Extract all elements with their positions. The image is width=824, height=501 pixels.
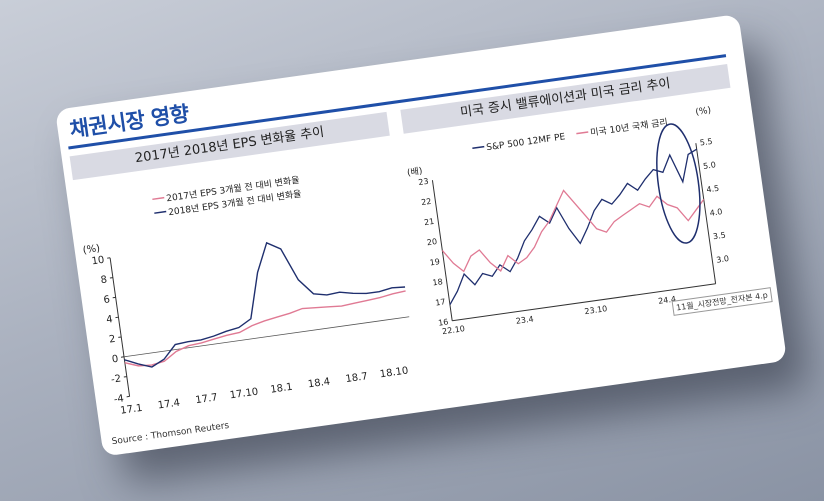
y-tick-label: 18: [432, 277, 443, 287]
y-tick-label: 16: [438, 317, 449, 327]
y-tick-label: 6: [103, 294, 111, 306]
y-axis-unit: (배): [406, 166, 423, 179]
y2-tick-label: 5.0: [703, 160, 717, 171]
y-tick-label: -2: [110, 373, 121, 385]
x-tick-label: 18.4: [307, 376, 331, 390]
zero-line: [123, 316, 410, 358]
y-tick-label: 21: [423, 217, 434, 227]
y-tick-label: 22: [421, 197, 432, 207]
series-line: [124, 241, 406, 368]
y-tick-label: 10: [91, 255, 105, 268]
x-tick-label: 23.4: [515, 314, 534, 325]
x-tick-label: 18.1: [270, 382, 294, 396]
legend-swatch: [576, 131, 589, 135]
y2-tick-label: 4.5: [706, 184, 720, 195]
legend-label: 미국 10년 국채 금리: [590, 117, 669, 139]
series-line: [449, 148, 698, 306]
x-tick-label: 18.7: [345, 371, 369, 385]
x-tick-label: 24.4: [658, 294, 677, 305]
y-axis-unit: (%): [82, 243, 101, 256]
y2-tick-label: 3.5: [712, 231, 726, 242]
highlight-ellipse: [656, 123, 701, 244]
y2-axis: [695, 143, 717, 284]
x-axis: [452, 283, 716, 322]
legend-swatch: [154, 210, 167, 214]
legend-swatch: [472, 145, 485, 150]
y-tick-label: 2: [108, 334, 116, 346]
x-tick-label: 17.10: [229, 387, 259, 402]
series-line: [441, 189, 705, 273]
y2-tick-label: 4.0: [709, 207, 723, 218]
x-tick-label: 23.10: [584, 304, 608, 316]
legend-swatch: [152, 196, 165, 201]
x-tick-label: 17.7: [195, 392, 219, 406]
x-tick-label: 22.10: [442, 324, 466, 336]
y-tick-label: 23: [418, 177, 429, 187]
y-tick-label: 20: [426, 237, 437, 247]
legend-label: S&P 500 12MF PE: [486, 132, 566, 153]
y-tick-label: 8: [100, 274, 108, 286]
y-tick-label: 4: [106, 314, 114, 326]
y2-axis-unit: (%): [695, 106, 712, 118]
y2-tick-label: 3.0: [716, 254, 730, 265]
valuation-rate-chart: S&P 500 12MF PE 미국 10년 국채 금리 (배) (%) 16 17 18 1…: [406, 106, 730, 336]
y-tick-label: -4: [113, 393, 124, 405]
source-note: Source : Thomson Reuters: [111, 420, 230, 448]
y2-tick-label: 5.5: [699, 137, 713, 148]
y-tick-label: 0: [111, 354, 119, 366]
y-tick-label: 17: [435, 297, 446, 307]
series-line: [124, 290, 406, 367]
x-tick-label: 18.10: [379, 365, 409, 380]
y-tick-label: 19: [429, 257, 440, 267]
x-tick-label: 17.4: [157, 398, 181, 412]
y-axis: [109, 257, 131, 397]
x-tick-label: 17.1: [120, 403, 144, 417]
report-card: 채권시장 영향 2017년 2018년 EPS 변화율 추이 미국 증시 밸류에…: [55, 13, 787, 457]
